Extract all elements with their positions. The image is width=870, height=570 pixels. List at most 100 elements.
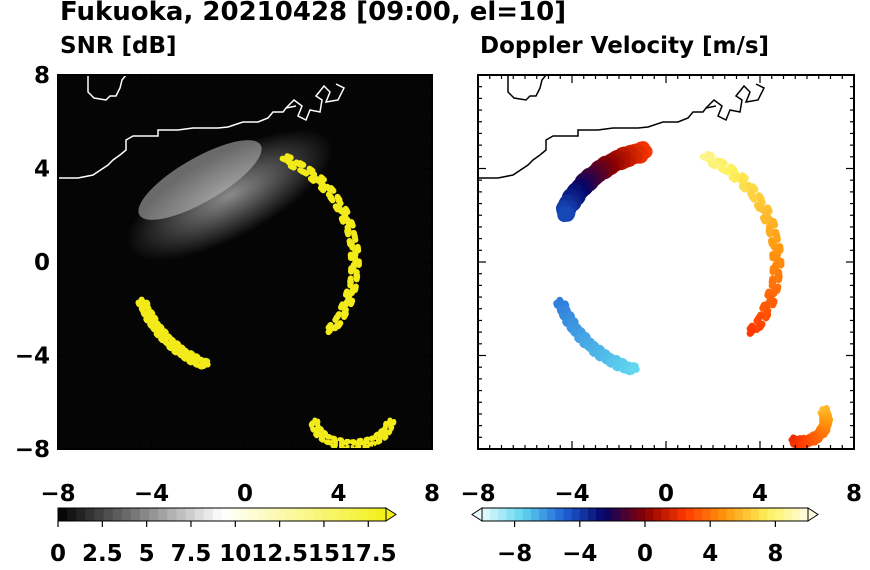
colorbar-bin (130, 508, 141, 521)
colorbar-bin (718, 508, 727, 521)
colorbar-bin (149, 508, 159, 521)
colorbar-tick-label: 12.5 (251, 541, 308, 567)
x-tick-label: 4 (752, 481, 768, 507)
echo-segment (775, 272, 783, 284)
echo-segment (177, 351, 185, 359)
velocity-axes: −8 −4 0 4 8 (460, 74, 862, 507)
colorbar-tick-label: −8 (497, 541, 532, 567)
colorbar-tick-label: 0 (50, 541, 66, 567)
echo-segment (765, 227, 774, 238)
colorbar-tick-label: 2.5 (82, 541, 123, 567)
echo-segment (330, 443, 338, 449)
colorbar-bin (185, 508, 196, 521)
echo-segment (338, 215, 347, 225)
echo-segment (190, 355, 198, 362)
echo-segment (768, 278, 777, 290)
colorbar-bin (775, 508, 785, 521)
echo-segment (764, 288, 773, 299)
colorbar-bin (212, 508, 223, 521)
echo-segment (148, 309, 156, 317)
echo-segment (739, 172, 749, 182)
colorbar-bin (376, 508, 387, 521)
x-tick-label: −4 (134, 481, 169, 507)
y-tick-label: −8 (15, 437, 50, 463)
echo-segment (279, 155, 289, 163)
echo-segment (341, 310, 349, 320)
echo-segment (624, 361, 634, 370)
echo-segment (612, 354, 622, 363)
colorbar-bin (267, 508, 278, 521)
echo-segment (297, 160, 307, 168)
harbour-path (285, 83, 346, 122)
colorbar-bin (358, 508, 369, 521)
snr-axes: −8 −4 0 4 8 8 4 0 −4 −8 (15, 63, 440, 507)
echo-segment (574, 334, 583, 344)
echo-segment (717, 157, 728, 167)
colorbar-bin (498, 508, 507, 521)
colorbar-tick-label: 0 (637, 541, 653, 567)
echo-segment (341, 210, 349, 220)
echo-segment (198, 356, 206, 364)
echo-segment (138, 305, 146, 313)
colorbar-bin (702, 508, 711, 521)
echo-segment (161, 328, 169, 336)
echo-segment (762, 209, 771, 220)
harbour-path (705, 83, 766, 122)
echo-segment (163, 339, 171, 347)
echo-segment (199, 362, 207, 369)
colorbar-bin (759, 508, 768, 521)
echo-segment (748, 192, 758, 203)
colorbar-bin (612, 508, 622, 521)
colorbar-bin (194, 508, 205, 521)
echo-segment (766, 293, 775, 304)
x-tick-label: 8 (424, 481, 440, 507)
colorbar-tick-label: 8 (767, 541, 783, 567)
echo-segment (143, 299, 151, 308)
echo-segment (769, 297, 778, 309)
echo-segment (760, 214, 769, 225)
echo-segment (601, 356, 610, 365)
x-tick-label: −4 (554, 481, 589, 507)
echo-segment (566, 324, 575, 333)
echo-segment (573, 323, 582, 332)
echo-segment (811, 439, 819, 446)
echo-segment (773, 232, 781, 243)
colorbar-bin (620, 508, 630, 521)
colorbar-tick-label: −4 (562, 541, 597, 567)
velocity-panel-title: Doppler Velocity [m/s] (480, 33, 770, 59)
colorbar-bin (103, 508, 114, 521)
colorbar-bin (276, 508, 287, 521)
colorbar-bin (167, 508, 177, 521)
colorbar-bin (734, 508, 744, 521)
echo-segment (342, 299, 350, 309)
echo-segment (321, 429, 329, 436)
echo-segment (317, 184, 327, 194)
echo-segment (165, 333, 173, 341)
colorbar-extend-max (807, 507, 819, 522)
colorbar-bin (726, 508, 736, 521)
echo-segment (382, 434, 389, 441)
echo-segment (585, 344, 594, 353)
echo-segment (347, 278, 354, 289)
colorbar-bin (587, 508, 597, 521)
echo-segment (570, 317, 579, 326)
echo-segment (618, 357, 628, 366)
colorbar-bin (112, 508, 123, 521)
echo-segment (562, 318, 571, 327)
echo-segment (192, 361, 201, 368)
echo-segment (152, 325, 160, 334)
echo-segment (373, 431, 380, 438)
echo-segment (342, 205, 351, 216)
echo-segment (381, 425, 388, 432)
colorbar-extend-max (385, 507, 397, 522)
echo-segment (582, 332, 591, 341)
colorbar-bin (322, 508, 332, 521)
y-tick-label: 8 (34, 63, 50, 89)
echo-segment (187, 350, 195, 357)
echo-segment (300, 168, 310, 177)
colorbar-bin (669, 508, 679, 521)
echo-segment (307, 175, 317, 184)
colorbar-bin (158, 508, 168, 521)
colorbar-bin (140, 508, 150, 521)
